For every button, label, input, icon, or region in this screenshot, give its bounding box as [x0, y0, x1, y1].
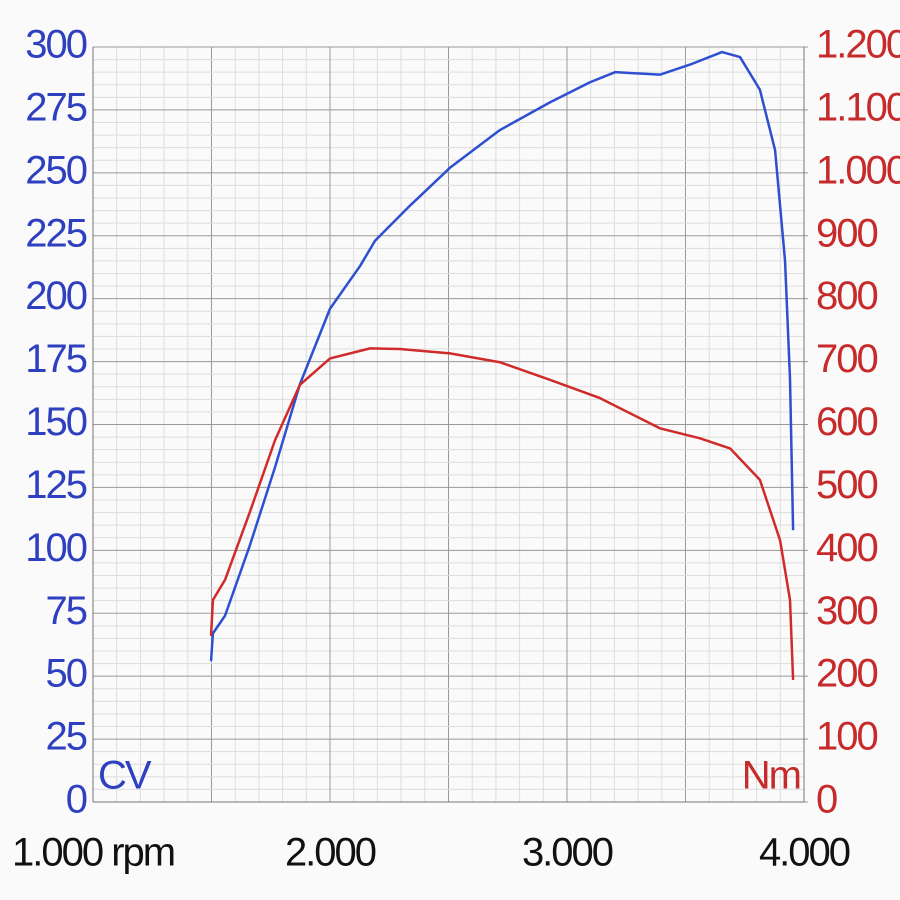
x-tick-label: 2.000	[285, 831, 376, 875]
x-tick-label: 4.000	[759, 831, 850, 875]
y-tick-label: 275	[25, 85, 86, 129]
y-tick-label: 225	[25, 211, 86, 255]
series-line	[209, 347, 795, 680]
y-tick-label: 25	[46, 715, 87, 759]
y2-tick-label: 600	[816, 400, 877, 444]
y-tick-label: 200	[25, 274, 86, 318]
y2-tick-label: 300	[816, 589, 877, 633]
y2-tick-label: 1.000	[816, 148, 900, 192]
y-tick-label: 250	[25, 148, 86, 192]
y-tick-label: 175	[25, 337, 86, 381]
y2-tick-label: 500	[816, 463, 877, 507]
y-tick-label: 100	[25, 526, 86, 570]
y-axis-label: CV	[98, 754, 152, 798]
y2-tick-label: 200	[816, 652, 877, 696]
y2-tick-label: 1.100	[816, 85, 900, 129]
y2-tick-label: 900	[816, 211, 877, 255]
x-tick-label: 3.000	[522, 831, 613, 875]
series-line	[209, 50, 795, 662]
y2-tick-label: 1.200	[816, 23, 900, 67]
y2-tick-label: 400	[816, 526, 877, 570]
y2-tick-label: 0	[816, 778, 837, 822]
y2-tick-label: 100	[816, 715, 877, 759]
y-tick-label: 75	[46, 589, 87, 633]
y-tick-label: 50	[46, 652, 87, 696]
y-tick-label: 300	[25, 23, 86, 67]
y-tick-label: 150	[25, 400, 86, 444]
y2-tick-label: 800	[816, 274, 877, 318]
y2-tick-label: 700	[816, 337, 877, 381]
x-tick-label: 1.000 rpm	[12, 831, 174, 875]
y2-axis-label: Nm	[742, 754, 800, 798]
y-tick-label: 125	[25, 463, 86, 507]
y-tick-label: 0	[66, 778, 87, 822]
